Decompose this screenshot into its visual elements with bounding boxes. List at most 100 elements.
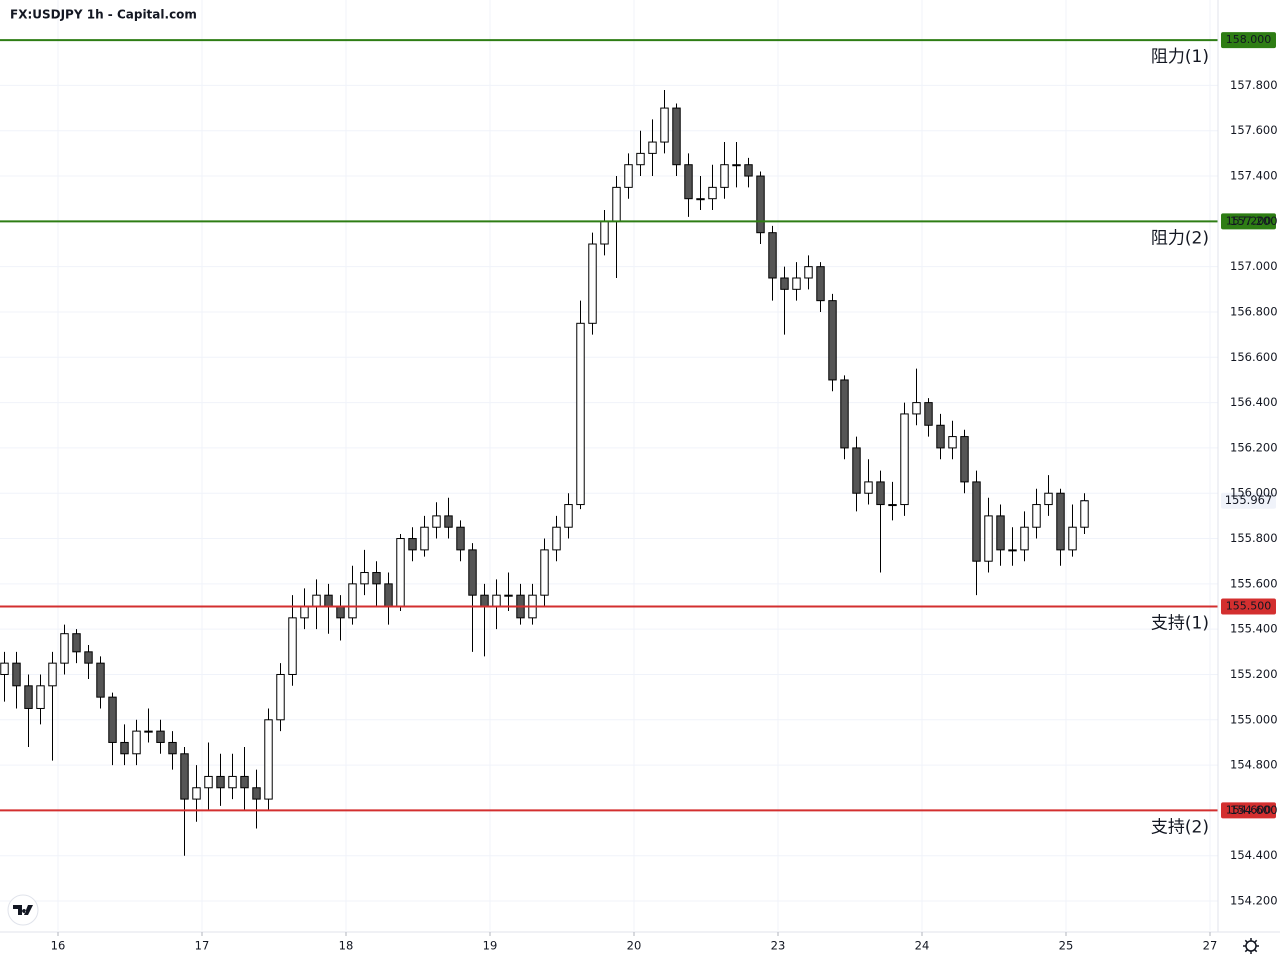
candle-body bbox=[732, 164, 741, 167]
y-tick-label: 157.600 bbox=[1230, 123, 1278, 137]
candle-body bbox=[936, 424, 945, 449]
candle-body bbox=[72, 633, 81, 653]
candle-body bbox=[984, 515, 993, 562]
candle-body bbox=[792, 277, 801, 290]
tv-logo bbox=[7, 894, 39, 926]
candle-body bbox=[192, 787, 201, 800]
candle-body bbox=[276, 673, 285, 721]
price-badge-label: 155.500 bbox=[1226, 600, 1272, 613]
candle-body bbox=[360, 572, 369, 585]
y-tick-label: 156.200 bbox=[1230, 440, 1278, 454]
candle-body bbox=[924, 402, 933, 426]
candle-body bbox=[540, 549, 549, 596]
candle-body bbox=[648, 141, 657, 154]
y-tick-label: 156.800 bbox=[1230, 304, 1278, 318]
y-tick-label: 157.200 bbox=[1230, 214, 1278, 228]
x-tick-label: 25 bbox=[1059, 939, 1074, 953]
candle-body bbox=[756, 175, 765, 234]
y-tick-label: 155.000 bbox=[1230, 712, 1278, 726]
y-tick-label: 155.400 bbox=[1230, 622, 1278, 636]
y-tick-label: 154.800 bbox=[1230, 758, 1278, 772]
candle-body bbox=[300, 606, 309, 619]
candle-body bbox=[240, 775, 249, 789]
candle-body bbox=[180, 753, 189, 800]
candle-body bbox=[12, 662, 21, 687]
candle-body bbox=[876, 481, 885, 506]
candle-body bbox=[60, 633, 69, 664]
level-label: 支持(1) bbox=[1151, 614, 1209, 634]
candle-body bbox=[768, 232, 777, 279]
candle-body bbox=[564, 504, 573, 528]
candle-body bbox=[744, 164, 753, 177]
candle-body bbox=[84, 651, 93, 664]
candle-body bbox=[396, 538, 405, 608]
x-tick-label: 17 bbox=[195, 939, 210, 953]
price-badge bbox=[1221, 32, 1276, 49]
x-tick-label: 20 bbox=[627, 939, 642, 953]
y-tick-label: 154.600 bbox=[1230, 803, 1278, 817]
candle-body bbox=[108, 696, 117, 743]
candle-body bbox=[48, 662, 57, 687]
candle-body bbox=[1044, 492, 1053, 506]
candle-body bbox=[684, 164, 693, 200]
candle-body bbox=[852, 447, 861, 494]
candle-body bbox=[1032, 504, 1041, 528]
price-badge-label: 154.600 bbox=[1226, 803, 1272, 816]
price-badge bbox=[1221, 213, 1276, 230]
candle-body bbox=[456, 526, 465, 551]
y-tick-label: 156.600 bbox=[1230, 350, 1278, 364]
candle-body bbox=[96, 662, 105, 698]
candle-body bbox=[708, 186, 717, 200]
level-label: 阻力(2) bbox=[1151, 228, 1209, 248]
candle-body bbox=[204, 775, 213, 789]
level-label: 阻力(1) bbox=[1151, 47, 1209, 67]
candle-body bbox=[960, 436, 969, 483]
candle-body bbox=[348, 583, 357, 619]
candle-body bbox=[624, 164, 633, 188]
x-tick-label: 23 bbox=[771, 939, 786, 953]
candle-body bbox=[912, 402, 921, 415]
price-badge bbox=[1221, 598, 1276, 615]
candle-body bbox=[324, 594, 333, 608]
candle-body bbox=[612, 186, 621, 222]
y-tick-label: 157.800 bbox=[1230, 78, 1278, 92]
candle-body bbox=[804, 266, 813, 279]
candles bbox=[0, 89, 1089, 856]
candle-body bbox=[948, 436, 957, 449]
candle-body bbox=[672, 107, 681, 166]
y-tick-label: 154.200 bbox=[1230, 894, 1278, 908]
candle-body bbox=[156, 730, 165, 743]
settings-icon[interactable] bbox=[1243, 938, 1259, 954]
chart-title: FX:USDJPY 1h - Capital.com bbox=[10, 8, 197, 22]
candle-body bbox=[24, 685, 33, 709]
y-tick-label: 155.200 bbox=[1230, 667, 1278, 681]
candle-body bbox=[1080, 500, 1089, 528]
candle-body bbox=[444, 515, 453, 528]
candle-body bbox=[576, 322, 585, 506]
price-badge bbox=[1221, 802, 1276, 819]
candle-body bbox=[1056, 492, 1065, 551]
candle-body bbox=[480, 594, 489, 608]
candle-body bbox=[0, 662, 9, 675]
y-tick-label: 154.400 bbox=[1230, 848, 1278, 862]
candle-body bbox=[780, 277, 789, 290]
candle-body bbox=[492, 594, 501, 608]
candle-body bbox=[144, 730, 153, 733]
candle-body bbox=[816, 266, 825, 302]
y-tick-label: 157.400 bbox=[1230, 169, 1278, 183]
y-tick-label: 155.600 bbox=[1230, 576, 1278, 590]
candle-body bbox=[312, 594, 321, 608]
candle-body bbox=[468, 549, 477, 596]
candle-body bbox=[600, 220, 609, 245]
x-tick-label: 24 bbox=[915, 939, 930, 953]
candle-body bbox=[432, 515, 441, 528]
candle-body bbox=[1068, 526, 1077, 551]
candle-body bbox=[132, 730, 141, 755]
candle-body bbox=[1008, 549, 1017, 552]
y-tick-label: 156.400 bbox=[1230, 395, 1278, 409]
candle-body bbox=[660, 107, 669, 143]
candle-body bbox=[336, 606, 345, 619]
y-tick-label: 156.000 bbox=[1230, 486, 1278, 500]
